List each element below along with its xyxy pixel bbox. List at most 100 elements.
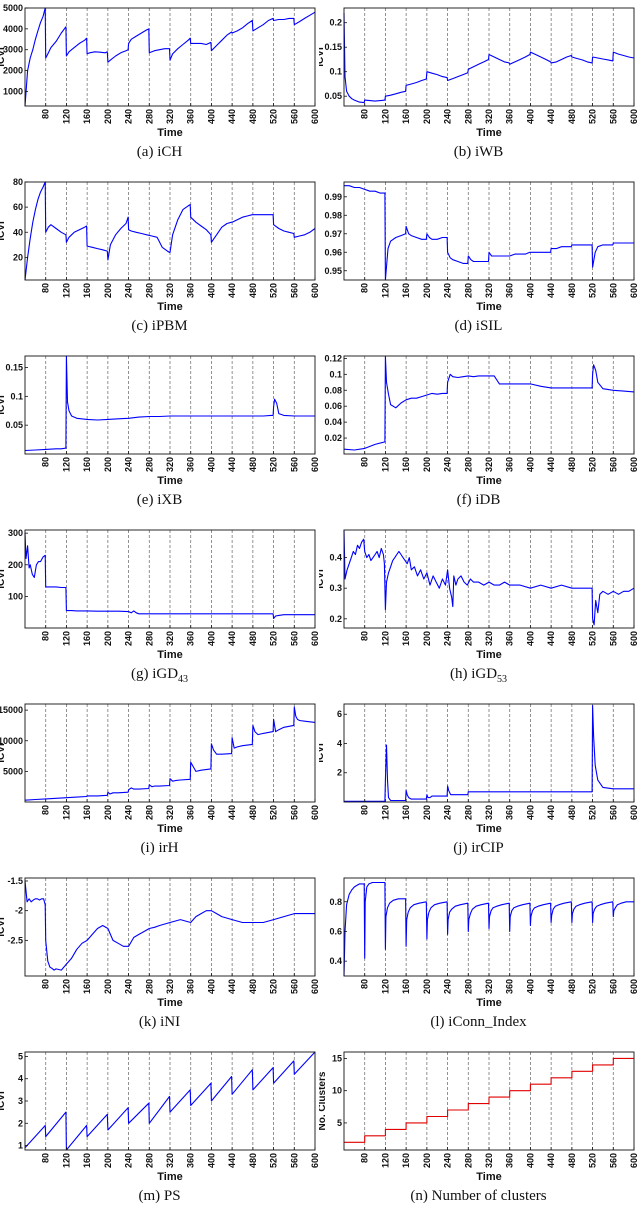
x-tick-label-idb-12: 560 — [608, 457, 618, 472]
x-tick-label-ini-9: 440 — [227, 979, 237, 994]
series-line-igd53 — [343, 529, 635, 626]
caption-text-irh: (i) irH — [140, 840, 179, 856]
y-tick-label-ixb-2: 0.15 — [5, 363, 23, 373]
x-tick-label-iconn-10: 480 — [567, 979, 577, 994]
y-tick-label-ixb-1: 0.1 — [10, 391, 23, 401]
y-axis-label-ipbm: iCVI — [0, 221, 7, 241]
x-tick-label-iconn-12: 560 — [608, 979, 618, 994]
x-tick-label-iwb-6: 320 — [484, 109, 494, 124]
x-tick-label-nclusters-9: 440 — [546, 1153, 556, 1168]
caption-subscript-igd53: 53 — [497, 674, 508, 685]
y-tick-label-iwb-2: 0.15 — [324, 42, 342, 52]
chart-panel-irh: 80 120 160 200 240 280 320 360 400 440 480 520 560 60… — [0, 696, 319, 870]
x-tick-label-nclusters-8: 400 — [525, 1153, 535, 1168]
x-tick-label-ini-3: 200 — [103, 979, 113, 994]
x-tick-label-idb-4: 240 — [443, 457, 453, 472]
x-tick-label-irh-11: 520 — [269, 805, 279, 820]
x-tick-label-nclusters-1: 120 — [380, 1153, 390, 1168]
x-tick-label-iconn-13: 600 — [629, 979, 638, 994]
x-tick-label-ircip-1: 120 — [380, 805, 390, 820]
x-axis-label-ipbm: Time — [157, 301, 182, 312]
x-tick-label-iconn-4: 240 — [443, 979, 453, 994]
x-tick-label-irh-12: 560 — [289, 805, 299, 820]
y-tick-label-idb-5: 0.12 — [324, 353, 342, 363]
x-tick-label-nclusters-0: 80 — [360, 1153, 370, 1163]
x-tick-label-irh-8: 400 — [206, 805, 216, 820]
x-tick-label-ixb-4: 240 — [124, 457, 134, 472]
x-tick-label-isil-6: 320 — [484, 283, 494, 298]
x-tick-label-irh-4: 240 — [124, 805, 134, 820]
y-axis-label-igd43: iCVI — [0, 569, 7, 589]
x-tick-label-ipbm-12: 560 — [289, 283, 299, 298]
chart-nclusters: 80 120 160 200 240 280 320 360 400 440 480 520 560 60… — [319, 1051, 638, 1182]
caption-text-ich: (a) iCH — [136, 144, 183, 160]
x-tick-label-iconn-1: 120 — [380, 979, 390, 994]
x-tick-label-igd43-10: 480 — [248, 631, 258, 646]
series-line-iwb — [343, 12, 635, 104]
chart-ps: 80 120 160 200 240 280 320 360 400 440 480 520 560 60… — [0, 1051, 319, 1182]
x-axis-label-ixb: Time — [157, 475, 182, 486]
series-line-iconn — [343, 881, 634, 977]
x-tick-label-ich-2: 160 — [82, 109, 92, 124]
x-tick-label-iconn-8: 400 — [525, 979, 535, 994]
y-tick-label-igd53-0: 0.2 — [329, 614, 342, 624]
series-line-nclusters — [344, 1057, 634, 1143]
x-tick-label-ircip-5: 280 — [463, 805, 473, 820]
x-tick-label-idb-7: 360 — [505, 457, 515, 472]
x-tick-label-iwb-3: 200 — [422, 109, 432, 124]
caption-idb: (f) iDB — [319, 492, 638, 509]
chart-panel-isil: 80 120 160 200 240 280 320 360 400 440 480 520 560 60… — [319, 174, 638, 348]
x-tick-label-irh-13: 600 — [310, 805, 319, 820]
caption-text-iconn: (l) iConn_Index — [430, 1014, 527, 1030]
chart-iwb: 80 120 160 200 240 280 320 360 400 440 480 520 560 60… — [319, 7, 638, 138]
x-tick-label-ich-3: 200 — [103, 109, 113, 124]
x-tick-label-nclusters-10: 480 — [567, 1153, 577, 1168]
series-line-idb — [343, 356, 635, 451]
x-axis-label-igd43: Time — [157, 649, 182, 660]
x-tick-label-nclusters-2: 160 — [401, 1153, 411, 1168]
x-tick-label-igd43-11: 520 — [269, 631, 279, 646]
y-tick-label-isil-0: 0.95 — [324, 266, 342, 276]
x-tick-label-igd43-5: 280 — [144, 631, 154, 646]
x-tick-label-nclusters-6: 320 — [484, 1153, 494, 1168]
x-tick-label-idb-11: 520 — [588, 457, 598, 472]
x-tick-label-iwb-13: 600 — [629, 109, 638, 124]
y-tick-label-isil-1: 0.96 — [324, 247, 342, 257]
chart-panel-iwb: 80 120 160 200 240 280 320 360 400 440 480 520 560 60… — [319, 0, 638, 174]
x-tick-label-ps-0: 80 — [41, 1153, 51, 1163]
x-tick-label-iconn-5: 280 — [463, 979, 473, 994]
y-tick-label-isil-3: 0.98 — [324, 210, 342, 220]
x-tick-label-iconn-3: 200 — [422, 979, 432, 994]
caption-text-ini: (k) iNI — [138, 1014, 181, 1030]
x-tick-label-ich-0: 80 — [41, 109, 51, 119]
x-tick-label-nclusters-3: 200 — [422, 1153, 432, 1168]
y-axis-label-ich: iCVI — [0, 47, 7, 67]
x-tick-label-igd53-8: 400 — [525, 631, 535, 646]
x-tick-label-iwb-12: 560 — [608, 109, 618, 124]
x-tick-label-irh-10: 480 — [248, 805, 258, 820]
y-tick-label-isil-2: 0.97 — [324, 229, 342, 239]
series-line-ircip — [344, 704, 634, 802]
chart-panel-igd53: 80 120 160 200 240 280 320 360 400 440 480 520 560 60… — [319, 522, 638, 696]
x-tick-label-ircip-0: 80 — [360, 805, 370, 815]
caption-ipbm: (c) iPBM — [0, 318, 319, 335]
x-tick-label-ircip-10: 480 — [567, 805, 577, 820]
caption-text-ipbm: (c) iPBM — [131, 318, 188, 334]
x-tick-label-ps-11: 520 — [269, 1153, 279, 1168]
x-tick-label-ircip-4: 240 — [443, 805, 453, 820]
chart-isil: 80 120 160 200 240 280 320 360 400 440 480 520 560 60… — [324, 181, 638, 312]
axes-box-irh — [24, 703, 316, 803]
chart-igd43: 80 120 160 200 240 280 320 360 400 440 480 520 560 60… — [0, 528, 319, 660]
x-tick-label-ps-13: 600 — [310, 1153, 319, 1168]
x-tick-label-ircip-11: 520 — [588, 805, 598, 820]
x-tick-label-igd43-13: 600 — [310, 631, 319, 646]
y-axis-label-ini: iCVI — [0, 917, 7, 937]
series-line-igd43 — [24, 533, 315, 620]
y-tick-label-iwb-3: 0.2 — [329, 18, 342, 28]
x-tick-label-ps-2: 160 — [82, 1153, 92, 1168]
y-tick-label-nclusters-0: 5 — [337, 1118, 342, 1128]
x-tick-label-ps-7: 360 — [186, 1153, 196, 1168]
y-axis-label-ixb: iCVI — [0, 395, 7, 415]
x-tick-label-ixb-2: 160 — [82, 457, 92, 472]
caption-text-igd43: (g) iGD — [130, 666, 179, 682]
